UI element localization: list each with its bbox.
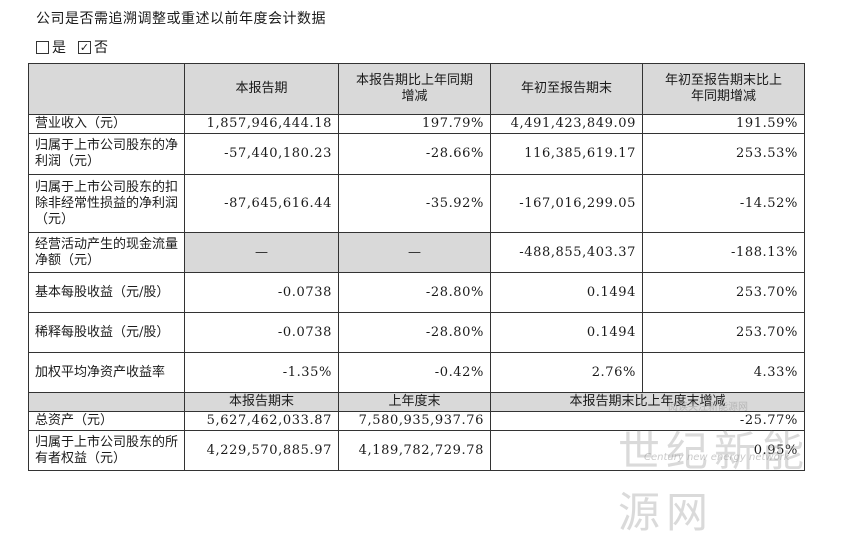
cell-current-period: —: [184, 232, 339, 273]
cell-current-change: -28.80%: [338, 272, 491, 313]
table-row: 归属于上市公司股东的扣除非经常性损益的净利润（元） -87,645,616.44…: [28, 174, 805, 233]
cell-ytd: 0.1494: [490, 312, 643, 353]
row-label: 归属于上市公司股东的净利润（元）: [28, 133, 185, 175]
cell-current-change: -0.42%: [338, 352, 491, 393]
cell-ytd-change: 4.33%: [642, 352, 805, 393]
cell-current-period: -87,645,616.44: [184, 174, 339, 233]
row-label: 归属于上市公司股东的所有者权益（元）: [28, 430, 185, 471]
cell-period-end-change: -25.77%: [490, 411, 805, 431]
cell-ytd: -488,855,403.37: [490, 232, 643, 273]
row-label: 基本每股收益（元/股）: [28, 272, 185, 313]
row-label: 营业收入（元）: [28, 114, 185, 134]
row-label: 加权平均净资产收益率: [28, 352, 185, 393]
cell-current-period: -57,440,180.23: [184, 133, 339, 175]
table-row: 经营活动产生的现金流量净额（元） — — -488,855,403.37 -18…: [28, 232, 805, 273]
table-row: 加权平均净资产收益率 -1.35% -0.42% 2.76% 4.33%: [28, 352, 805, 393]
header-ytd-change: 年初至报告期末比上 年同期增减: [642, 63, 805, 115]
option-no-label: 否: [94, 40, 108, 56]
checkbox-no-checked: ✓: [78, 40, 91, 54]
cell-period-end: 4,229,570,885.97: [184, 430, 339, 471]
row-label: 归属于上市公司股东的扣除非经常性损益的净利润（元）: [28, 174, 185, 233]
header-prior-year-end: 上年度末: [338, 392, 491, 412]
cell-current-change: 197.79%: [338, 114, 491, 134]
cell-current-period: -0.0738: [184, 312, 339, 353]
table-row: 归属于上市公司股东的所有者权益（元） 4,229,570,885.97 4,18…: [28, 430, 805, 471]
header-current-period: 本报告期: [184, 63, 339, 115]
table-row: 稀释每股收益（元/股） -0.0738 -28.80% 0.1494 253.7…: [28, 312, 805, 353]
cell-ytd: 4,491,423,849.09: [490, 114, 643, 134]
cell-ytd-change: 191.59%: [642, 114, 805, 134]
cell-ytd-change: 253.70%: [642, 312, 805, 353]
header-empty: [28, 63, 185, 115]
option-yes: 是: [36, 37, 66, 57]
cell-current-change: -35.92%: [338, 174, 491, 233]
section-heading: 公司是否需追溯调整或重述以前年度会计数据: [36, 11, 326, 27]
cell-current-period: -1.35%: [184, 352, 339, 393]
table-header-row: 本报告期 本报告期比上年同期 增减 年初至报告期末 年初至报告期末比上 年同期增…: [28, 63, 805, 115]
cell-ytd-change: -14.52%: [642, 174, 805, 233]
balance-header-empty: [28, 392, 185, 412]
cell-ytd: 0.1494: [490, 272, 643, 313]
table-row: 总资产（元） 5,627,462,033.87 7,580,935,937.76…: [28, 411, 805, 431]
header-period-end: 本报告期末: [184, 392, 339, 412]
option-yes-label: 是: [52, 40, 66, 56]
row-label: 稀释每股收益（元/股）: [28, 312, 185, 353]
cell-current-change: -28.66%: [338, 133, 491, 175]
header-current-period-change: 本报告期比上年同期 增减: [338, 63, 491, 115]
cell-current-change: —: [338, 232, 491, 273]
cell-current-period: -0.0738: [184, 272, 339, 313]
cell-ytd-change: 253.53%: [642, 133, 805, 175]
cell-period-end-change: 0.95%: [490, 430, 805, 471]
header-ytd: 年初至报告期末: [490, 63, 643, 115]
table-row: 基本每股收益（元/股） -0.0738 -28.80% 0.1494 253.7…: [28, 272, 805, 313]
table-row: 归属于上市公司股东的净利润（元） -57,440,180.23 -28.66% …: [28, 133, 805, 175]
cell-period-end: 5,627,462,033.87: [184, 411, 339, 431]
cell-current-change: -28.80%: [338, 312, 491, 353]
cell-current-period: 1,857,946,444.18: [184, 114, 339, 134]
cell-prior-year-end: 7,580,935,937.76: [338, 411, 491, 431]
header-period-end-change: 本报告期末比上年度末增减: [490, 392, 805, 412]
cell-prior-year-end: 4,189,782,729.78: [338, 430, 491, 471]
cell-ytd: 116,385,619.17: [490, 133, 643, 175]
row-label: 总资产（元）: [28, 411, 185, 431]
financial-data-table: 本报告期 本报告期比上年同期 增减 年初至报告期末 年初至报告期末比上 年同期增…: [28, 63, 805, 471]
cell-ytd: -167,016,299.05: [490, 174, 643, 233]
cell-ytd-change: 253.70%: [642, 272, 805, 313]
balance-header-row: 本报告期末 上年度末 本报告期末比上年度末增减: [28, 392, 805, 412]
table-row: 营业收入（元） 1,857,946,444.18 197.79% 4,491,4…: [28, 114, 805, 134]
option-no: ✓ 否: [78, 37, 108, 57]
restatement-choice: 是 ✓ 否: [36, 37, 120, 57]
checkbox-yes: [36, 40, 49, 54]
cell-ytd: 2.76%: [490, 352, 643, 393]
cell-ytd-change: -188.13%: [642, 232, 805, 273]
row-label: 经营活动产生的现金流量净额（元）: [28, 232, 185, 273]
